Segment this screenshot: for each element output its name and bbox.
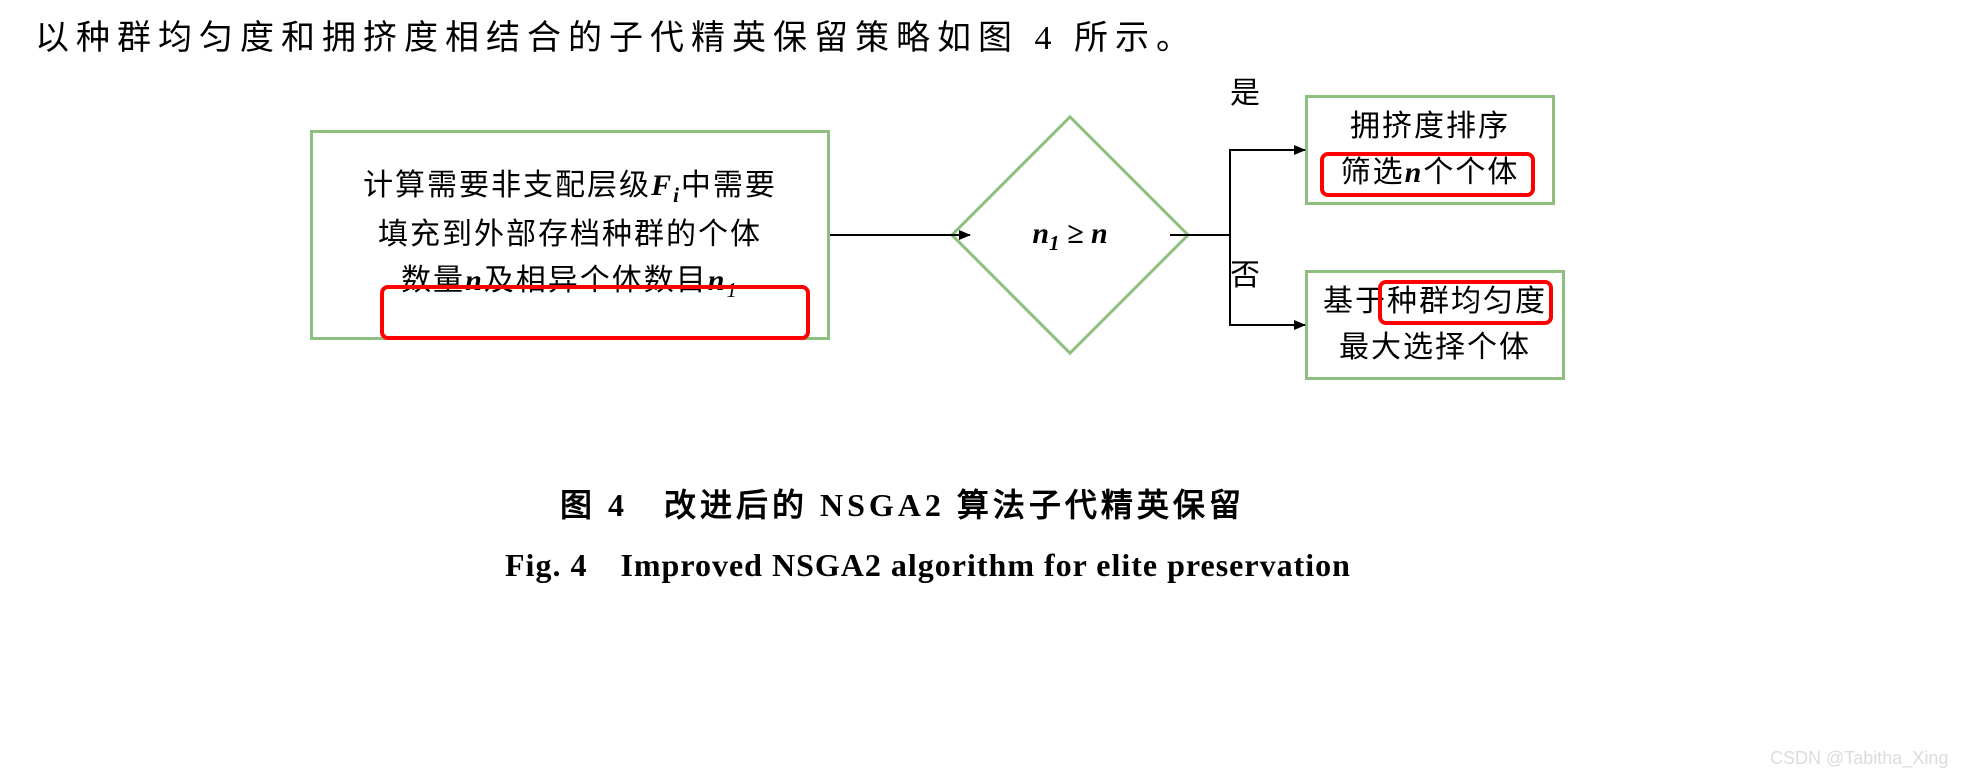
flow-diamond-label: n1 ≥ n <box>1010 217 1130 256</box>
page-root: 以种群均匀度和拥挤度相结合的子代精英保留策略如图 4 所示。 计算需要非支配层级… <box>0 0 1970 775</box>
watermark: CSDN @Tabitha_Xing <box>1770 748 1948 769</box>
intro-text: 以种群均匀度和拥挤度相结合的子代精英保留策略如图 4 所示。 <box>35 10 1197 59</box>
flow-box-yes: 拥挤度排序筛选n个个体 <box>1305 95 1555 205</box>
branch-label-no: 否 <box>1230 250 1262 294</box>
figure-caption-en: Fig. 4 Improved NSGA2 algorithm for elit… <box>505 540 1351 586</box>
branch-label-yes: 是 <box>1230 68 1262 112</box>
flow-box-no: 基于种群均匀度最大选择个体 <box>1305 270 1565 380</box>
figure-caption-cn: 图 4 改进后的 NSGA2 算法子代精英保留 <box>560 480 1245 526</box>
flow-box-compute: 计算需要非支配层级Fi中需要填充到外部存档种群的个体数量n及相异个体数目n1 <box>310 130 830 340</box>
flow-connectors <box>0 0 1970 775</box>
